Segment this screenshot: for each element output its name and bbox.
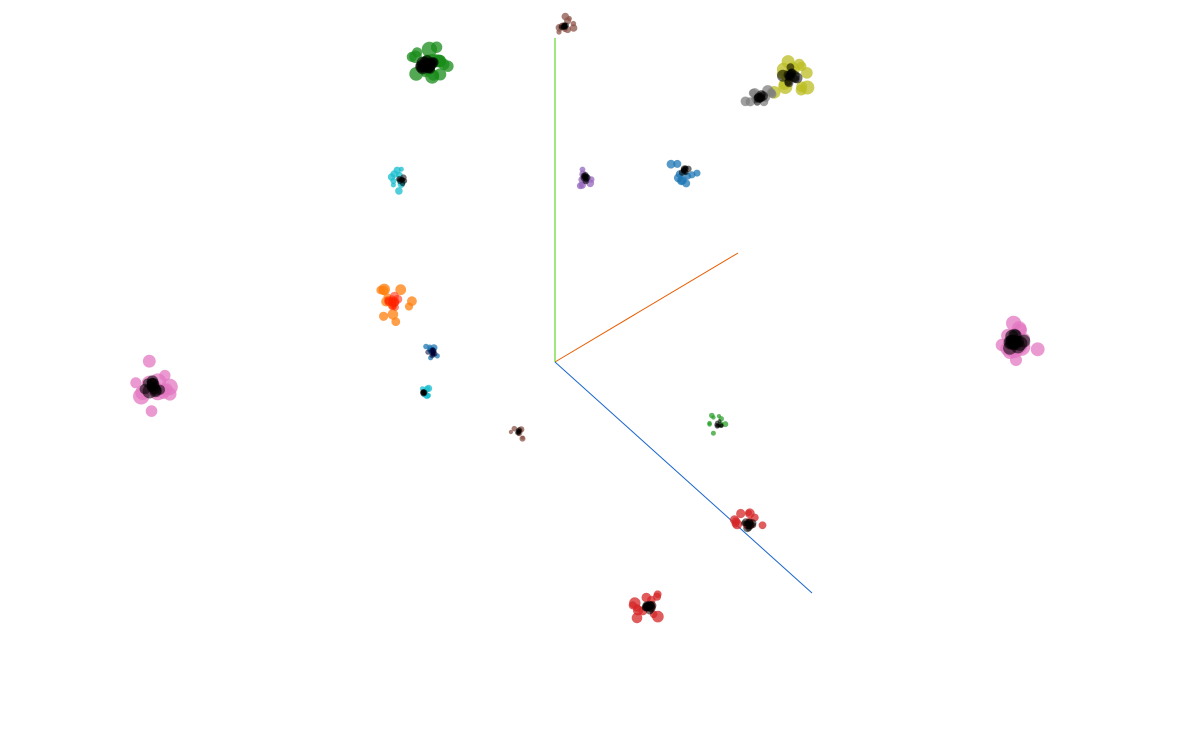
scatter-point [795,84,807,96]
scatter-point [740,96,751,107]
x-axis-line [554,252,739,363]
scatter-core-point [558,24,564,30]
cluster-4 [387,166,408,195]
scatter-point [579,166,586,173]
scatter-point [423,343,429,350]
scatter-point [673,159,682,168]
scatter-point [707,422,712,427]
scatter-point [666,159,676,169]
scatter-point [434,68,447,81]
scatter-core-point [422,61,434,73]
scatter-point [793,58,805,70]
scatter-core-point [562,23,568,29]
scatter-point [407,296,417,307]
scatter-point [1010,354,1022,366]
scatter-point [768,90,777,99]
scatter-core-point [746,522,754,530]
scatter-point [387,309,399,320]
cluster-13 [707,412,729,436]
scatter-point [631,612,643,624]
scatter-point [722,421,729,428]
scatter-point [576,182,584,190]
cluster-14 [729,508,767,533]
scatter-point [1030,342,1045,357]
scatter-core-point [430,351,436,357]
scatter-core-point [425,349,431,355]
z-axis-line [554,361,813,594]
scatter-core-point [786,71,795,80]
scatter-point [511,425,518,432]
scatter-point [716,414,722,419]
scatter-point [688,171,696,179]
cluster-11 [995,315,1045,366]
scatter-point [732,519,743,530]
scatter-point [390,170,399,178]
scatter-point [709,412,715,419]
scatter-core-point [753,94,761,102]
cluster-10 [130,354,178,417]
scatter-point [390,177,397,185]
scatter-core-point [741,520,747,527]
scatter-point [801,67,813,79]
cluster-1 [406,41,454,84]
scatter-point [430,41,443,53]
scatter-core-point [777,69,789,82]
cluster-12 [508,425,526,442]
scatter-core-point [430,347,435,352]
cluster-layer [130,12,1045,624]
scatter-point [145,405,158,417]
scatter-core-point [784,78,794,88]
scatter-core-point [717,419,722,424]
scatter-point [641,592,652,603]
scatter-point [653,590,662,599]
scatter-point [682,179,691,188]
cluster-8 [423,343,440,361]
scatter-point [758,521,767,530]
cluster-5 [576,166,595,190]
scatter-point [736,508,746,519]
scatter-point [508,429,513,435]
scatter-core-point [646,603,656,613]
scatter-core-point [581,173,590,181]
scatter-point [378,283,391,296]
scatter-core-point [678,169,686,176]
scatter-point [570,20,577,27]
scatter-point [1006,315,1022,331]
scatter-point [142,354,156,368]
scatter-point [395,284,407,296]
scatter-point [395,187,403,195]
scatter-core-point [1010,339,1025,354]
scatter-point [710,430,716,436]
scatter-core-point [714,422,719,427]
cluster-6 [666,159,701,188]
scatter-point [379,311,389,321]
cluster-15 [628,590,664,624]
scatter-point [569,24,578,32]
scatter-point [398,166,404,172]
scatter-core-point [401,178,408,184]
scatter-core-point [146,375,159,388]
scatter-core-point [516,431,521,436]
scatter-point [652,610,664,623]
cluster-9 [419,384,433,400]
scatter-point [561,12,570,21]
cluster-3 [740,85,777,107]
scatter-point [520,435,525,440]
cluster-7 [376,283,417,327]
scatter-core-point [420,389,427,396]
scatter-point [130,377,142,389]
scatter-core-point [389,291,399,301]
cluster-0 [555,12,578,35]
